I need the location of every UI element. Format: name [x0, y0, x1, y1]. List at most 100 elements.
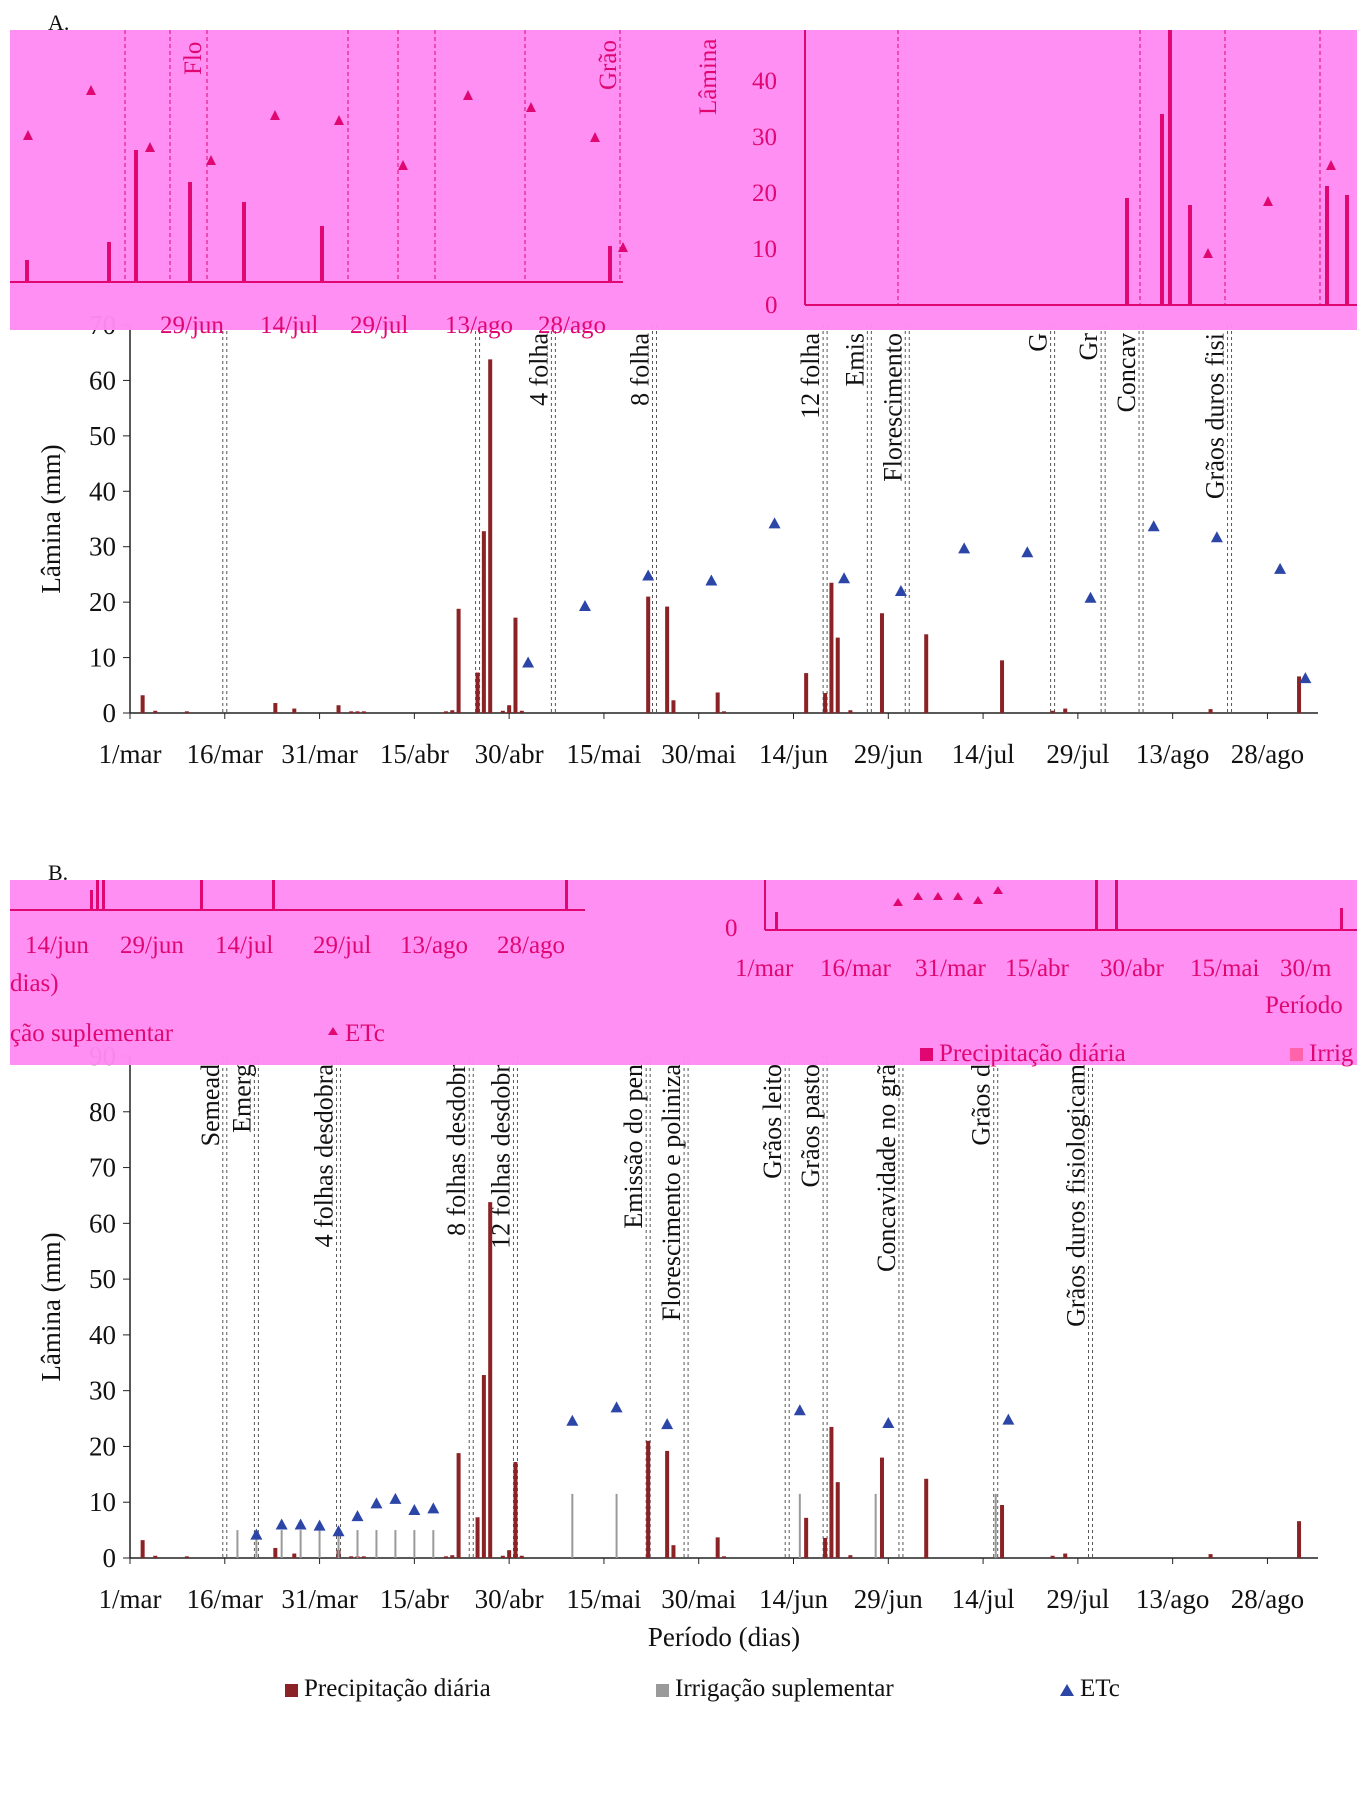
overlay-a-tick-0: 29/jun [160, 312, 224, 339]
precip-bar [349, 1556, 354, 1558]
x-tick-label: 28/ago [1231, 739, 1305, 769]
etc-point [389, 1492, 402, 1504]
x-tick-label: 31/mar [281, 739, 357, 769]
y-tick-label: 20 [89, 1431, 116, 1461]
precip-bar [273, 1547, 278, 1558]
irrig-bar [798, 1493, 801, 1558]
overlay-b-tick-2: 14/jul [215, 932, 274, 959]
precip-bar [184, 1556, 189, 1558]
precip-bar [361, 711, 366, 713]
etc-point [882, 1417, 895, 1429]
x-tick-label: 15/abr [380, 739, 449, 769]
precip-bar [1297, 1521, 1302, 1558]
etc-point [768, 517, 781, 529]
irrig-bar [356, 1530, 359, 1558]
y-axis-title: Lâmina (mm) [36, 444, 66, 593]
y-tick-label: 40 [89, 1320, 116, 1350]
legend: Precipitação diária Irrigação suplementa… [0, 1675, 1365, 1707]
etc-point [351, 1510, 364, 1522]
precip-bar [665, 1450, 670, 1558]
precip-bar [804, 1517, 809, 1558]
precip-bar [879, 1457, 884, 1558]
precip-bar [456, 1453, 461, 1558]
etc-point [642, 569, 655, 581]
precip-bar [1050, 710, 1055, 713]
precip-bar [500, 710, 505, 713]
y-tick-label: 10 [89, 1487, 116, 1517]
precip-bar [722, 711, 726, 713]
x-tick-label: 29/jun [854, 739, 924, 769]
precip-bar [823, 1537, 828, 1558]
precip-bar [1000, 1505, 1005, 1558]
precip-bar [671, 700, 676, 713]
etc-point [838, 572, 851, 584]
precip-bar [443, 1556, 448, 1558]
etc-point [705, 574, 718, 586]
etc-point [1299, 672, 1312, 684]
stage-label: 8 folhas desdobr [442, 1064, 471, 1236]
precip-bar [361, 1556, 366, 1558]
precip-bar [475, 1517, 480, 1558]
precip-bar [1000, 660, 1005, 713]
precip-bar [829, 1426, 834, 1558]
overlay-b-rtick-3: 15/abr [1005, 955, 1069, 982]
overlay-b-periodo: Período [1265, 992, 1343, 1019]
stage-label: G [1024, 333, 1053, 352]
irrig-bar [615, 1493, 618, 1558]
precip-bar [450, 1555, 455, 1558]
precip-bar [665, 606, 670, 713]
stage-label: Florescimento e poliniza [657, 1064, 686, 1322]
precip-bar [184, 711, 189, 713]
etc-point [294, 1518, 307, 1530]
precip-bar [715, 1537, 720, 1558]
panel-b-letter: B. [48, 860, 69, 885]
legend-etc-triangle [1060, 1684, 1074, 1697]
precip-bar [488, 1202, 493, 1558]
x-tick-label: 30/mai [661, 1584, 736, 1614]
legend-etc: ETc [1060, 1675, 1120, 1703]
irrig-bar [255, 1530, 258, 1558]
legend-precip-label: Precipitação diária [304, 1675, 491, 1702]
x-tick-label: 16/mar [187, 1584, 263, 1614]
stage-label: Gr [1074, 333, 1103, 361]
precip-bar [671, 1545, 676, 1558]
precip-bar [646, 596, 651, 713]
precip-bar [481, 531, 486, 713]
legend-irrig-label: Irrigação suplementar [675, 1675, 894, 1702]
etc-point [1021, 546, 1034, 558]
etc-point [566, 1414, 579, 1426]
precip-bar [1208, 1554, 1213, 1558]
overlay-a-right-ytick-0: 0 [765, 292, 778, 319]
etc-point [1274, 562, 1287, 574]
stage-label: 4 folha [524, 333, 553, 406]
chart-a: 0102030405060701/mar16/mar31/mar15/abr30… [36, 310, 1318, 769]
stage-label: Concav [1112, 333, 1141, 412]
etc-point [661, 1418, 674, 1430]
irrig-bar [337, 1530, 340, 1558]
stage-label: 12 folha [796, 333, 825, 419]
overlay-a-stage-flo: Flo [180, 41, 207, 75]
irrig-bar [571, 1493, 574, 1558]
etc-point [332, 1525, 345, 1537]
etc-point [1147, 520, 1160, 532]
overlay-a-right-ytick-1: 10 [752, 236, 777, 263]
precip-bar [1050, 1555, 1055, 1558]
overlay-b-rtick-1: 16/mar [820, 955, 891, 982]
precip-bar [273, 703, 278, 713]
irrig-bar [432, 1530, 435, 1558]
etc-point [522, 656, 535, 668]
overlay-a-right-ytick-4: 40 [752, 68, 777, 95]
overlay-b-precip-label: Precipitação diária [939, 1040, 1126, 1067]
legend-precip-swatch [285, 1683, 298, 1697]
precip-bar [153, 710, 158, 713]
y-tick-label: 0 [103, 1543, 117, 1573]
stage-label: Emissão do pen [619, 1064, 648, 1229]
x-tick-label: 16/mar [187, 739, 263, 769]
irrig-bar [394, 1530, 397, 1558]
overlay-a-tick-4: 28/ago [538, 312, 607, 339]
overlay-a-right-ytick-2: 20 [752, 180, 777, 207]
x-tick-label: 30/mai [661, 739, 736, 769]
precip-bar [475, 672, 480, 713]
precip-bar [355, 711, 360, 713]
precip-bar [456, 608, 461, 713]
